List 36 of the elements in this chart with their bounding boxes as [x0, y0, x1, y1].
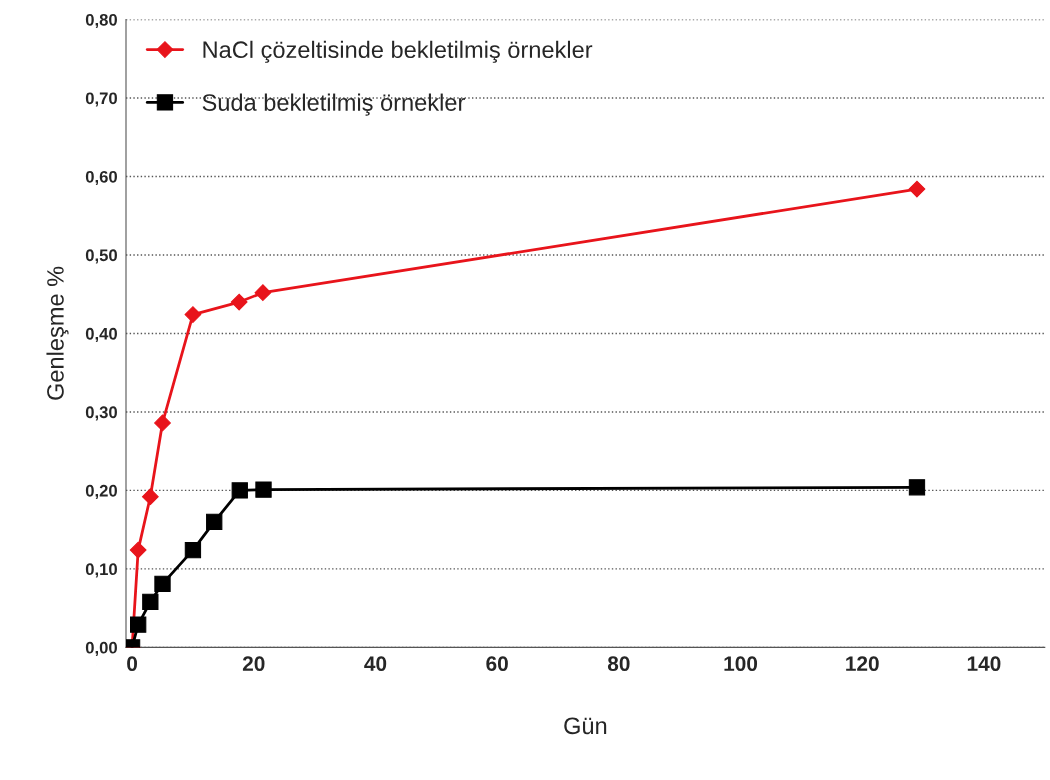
x-axis-title: Gün	[564, 717, 607, 735]
y-tick-label: 0,00	[85, 641, 117, 657]
x-tick-label: 20	[242, 656, 265, 672]
point	[154, 575, 171, 592]
point	[908, 479, 926, 496]
legend-label: Suda bekletilmiş örnekler	[202, 93, 465, 116]
y-tick-label: 0,20	[85, 484, 117, 500]
y-axis-title: Genleşme %	[46, 266, 69, 400]
point	[184, 306, 202, 323]
legend-label: NaCl çözeltisinde bekletilmiş örnekler	[203, 40, 593, 63]
y-tick-label: 0,70	[85, 92, 117, 107]
point	[231, 482, 248, 499]
y-tick-label: 0,40	[85, 327, 117, 343]
point	[255, 481, 272, 498]
point	[184, 541, 202, 559]
y-tick-label: 0,50	[85, 249, 117, 264]
y-tick-label: 0,30	[85, 406, 117, 421]
point	[254, 284, 272, 302]
point	[141, 488, 159, 506]
x-tick-label: 40	[364, 656, 387, 672]
point	[154, 414, 171, 432]
point	[129, 541, 147, 559]
point	[230, 293, 248, 311]
y-tick-label: 0,60	[85, 170, 117, 186]
x-tick-label: 100	[724, 656, 758, 672]
y-tick-label: 0,10	[85, 563, 117, 578]
point	[206, 513, 223, 530]
x-tick-label: 140	[967, 656, 1001, 672]
point	[130, 616, 147, 633]
point	[142, 593, 159, 611]
point	[908, 180, 926, 198]
x-tick-label: 0	[127, 656, 138, 672]
x-tick-label: 80	[607, 656, 630, 672]
y-tick-label: 0,80	[85, 13, 117, 29]
x-tick-label: 60	[486, 656, 508, 672]
x-tick-label: 120	[846, 656, 879, 672]
